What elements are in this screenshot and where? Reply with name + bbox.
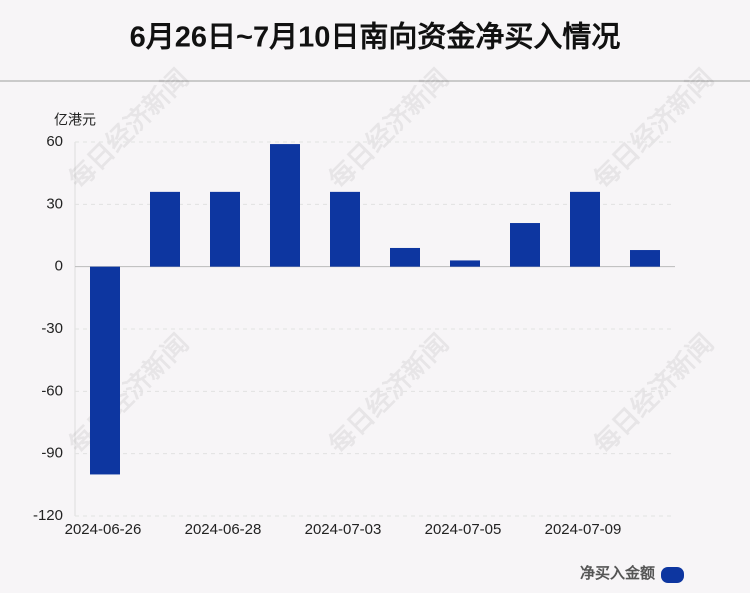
bar (390, 247, 420, 267)
y-tick-label: 0 (55, 258, 63, 275)
y-tick-label: 30 (46, 195, 63, 212)
x-tick-label: 2024-07-03 (305, 521, 382, 538)
x-tick-label: 2024-07-05 (425, 521, 502, 538)
bar (210, 191, 240, 267)
x-tick-label: 2024-06-26 (65, 521, 142, 538)
y-tick-label: -120 (33, 507, 63, 524)
bar (270, 144, 300, 267)
bar (570, 191, 600, 267)
y-axis-label: 亿港元 (54, 112, 96, 128)
bar (150, 191, 180, 267)
x-tick-label: 2024-06-28 (185, 521, 262, 538)
y-tick-label: -90 (41, 445, 63, 462)
legend-swatch (661, 567, 684, 583)
bar (90, 266, 120, 475)
y-tick-label: 60 (46, 133, 63, 150)
bar (330, 191, 360, 267)
bar (630, 250, 660, 267)
bar (510, 223, 540, 267)
bar (450, 260, 480, 267)
y-tick-label: -30 (41, 320, 63, 337)
chart-title: 6月26日~7月10日南向资金净买入情况 (130, 20, 621, 54)
legend-label: 净买入金额 (580, 564, 655, 582)
x-tick-label: 2024-07-09 (545, 521, 622, 538)
y-tick-label: -60 (41, 382, 63, 399)
